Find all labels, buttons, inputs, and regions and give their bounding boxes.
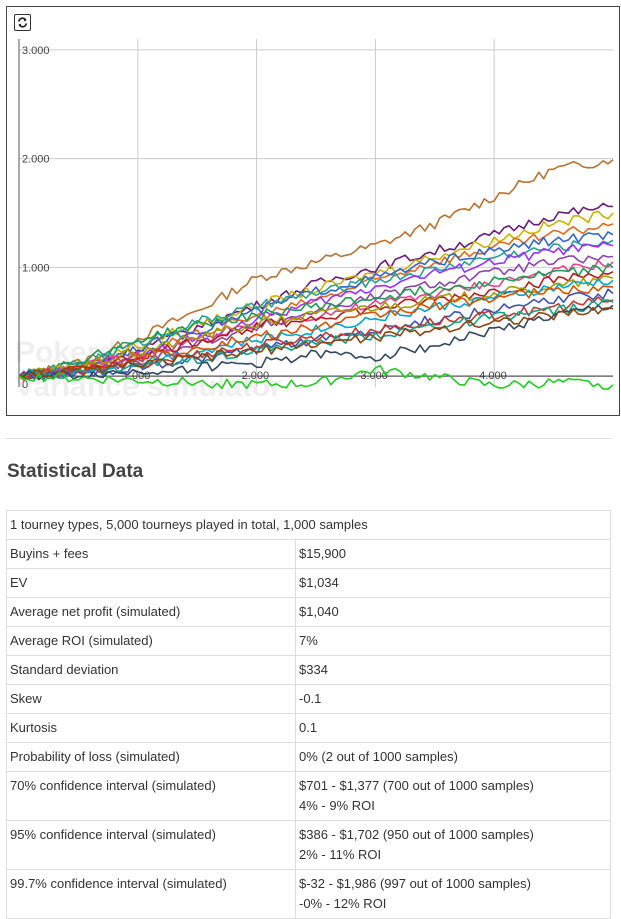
stat-value-text: 7% bbox=[299, 633, 318, 648]
stat-value-text: $-32 - $1,986 (997 out of 1000 samples) bbox=[299, 876, 531, 891]
stat-value-text: $15,900 bbox=[299, 546, 346, 561]
stat-value: $1,040 bbox=[295, 597, 611, 627]
table-row: Kurtosis 0.1 bbox=[6, 713, 611, 743]
x-tick-label: 2.000 bbox=[242, 370, 270, 382]
stat-label: 70% confidence interval (simulated) bbox=[6, 771, 296, 821]
table-row: 99.7% confidence interval (simulated) $-3… bbox=[6, 869, 611, 919]
series-line bbox=[18, 364, 614, 390]
series-line bbox=[18, 263, 614, 377]
stat-value: $701 - $1,377 (700 out of 1000 samples) 4… bbox=[295, 771, 611, 821]
stat-label: 95% confidence interval (simulated) bbox=[6, 820, 296, 870]
table-row: Average ROI (simulated) 7% bbox=[6, 626, 611, 656]
stat-label: Buyins + fees bbox=[6, 539, 296, 569]
y-tick-label: 3.000 bbox=[22, 45, 50, 57]
stat-value-text: -0.1 bbox=[299, 691, 322, 706]
series-line bbox=[18, 304, 614, 381]
stat-value: $1,034 bbox=[295, 568, 611, 598]
stat-label: Average ROI (simulated) bbox=[6, 626, 296, 656]
series-line bbox=[18, 285, 614, 382]
stat-value: 0% (2 out of 1000 samples) bbox=[295, 742, 611, 772]
y-tick-label: 2.000 bbox=[22, 154, 50, 166]
stat-value-text: $1,040 bbox=[299, 604, 339, 619]
stat-label: Probability of loss (simulated) bbox=[6, 742, 296, 772]
stat-value-text: 0% (2 out of 1000 samples) bbox=[299, 749, 458, 764]
table-row: Standard deviation $334 bbox=[6, 655, 611, 685]
stat-value: -0.1 bbox=[295, 684, 611, 714]
series-line bbox=[18, 306, 614, 381]
stats-table: 1 tourney types, 5,000 tourneys played i… bbox=[6, 510, 611, 919]
series-line bbox=[18, 275, 614, 379]
stat-label: 99.7% confidence interval (simulated) bbox=[6, 869, 296, 919]
stat-label: Skew bbox=[6, 684, 296, 714]
variance-chart: Pokerdope.com Variance simulator 0 1.000 2.0… bbox=[6, 6, 620, 416]
table-row: EV $1,034 bbox=[6, 568, 611, 598]
stat-value: 0.1 bbox=[295, 713, 611, 743]
series-line bbox=[18, 254, 614, 379]
x-tick-label: 4.000 bbox=[479, 370, 507, 382]
refresh-icon[interactable] bbox=[14, 14, 31, 31]
table-row: Average net profit (simulated) $1,040 bbox=[6, 597, 611, 627]
stat-roi-text: -0% - 12% ROI bbox=[299, 896, 387, 911]
stat-value-text: $334 bbox=[299, 662, 328, 677]
table-row: Probability of loss (simulated) 0% (2 out… bbox=[6, 742, 611, 772]
stat-value: $-32 - $1,986 (997 out of 1000 samples) -… bbox=[295, 869, 611, 919]
table-row: Skew -0.1 bbox=[6, 684, 611, 714]
table-row: 70% confidence interval (simulated) $701 … bbox=[6, 771, 611, 821]
stat-label: EV bbox=[6, 568, 296, 598]
section-title: Statistical Data bbox=[7, 461, 144, 482]
stat-value-text: $386 - $1,702 (950 out of 1000 samples) bbox=[299, 827, 534, 842]
stat-roi-text: 2% - 11% ROI bbox=[299, 847, 382, 862]
series-line bbox=[18, 159, 614, 377]
stat-roi-text: 4% - 9% ROI bbox=[299, 798, 375, 813]
stat-value-text: $701 - $1,377 (700 out of 1000 samples) bbox=[299, 778, 534, 793]
series-line bbox=[18, 231, 614, 380]
table-row: Buyins + fees $15,900 bbox=[6, 539, 611, 569]
table-row-summary: 1 tourney types, 5,000 tourneys played i… bbox=[6, 510, 611, 540]
stat-value: $386 - $1,702 (950 out of 1000 samples) 2… bbox=[295, 820, 611, 870]
stat-label: Standard deviation bbox=[6, 655, 296, 685]
stat-value: $15,900 bbox=[295, 539, 611, 569]
table-row: 95% confidence interval (simulated) $386 … bbox=[6, 820, 611, 870]
stat-value-text: 0.1 bbox=[299, 720, 318, 735]
stat-label: Kurtosis bbox=[6, 713, 296, 743]
stat-value-text: $1,034 bbox=[299, 575, 339, 590]
y-tick-label: 1.000 bbox=[22, 262, 50, 274]
y-tick-label: 0 bbox=[22, 379, 28, 391]
section-divider bbox=[6, 438, 611, 439]
stat-label: Average net profit (simulated) bbox=[6, 597, 296, 627]
summary-cell: 1 tourney types, 5,000 tourneys played i… bbox=[6, 510, 611, 540]
series-line bbox=[18, 239, 614, 381]
stat-value: 7% bbox=[295, 626, 611, 656]
stat-value: $334 bbox=[295, 655, 611, 685]
